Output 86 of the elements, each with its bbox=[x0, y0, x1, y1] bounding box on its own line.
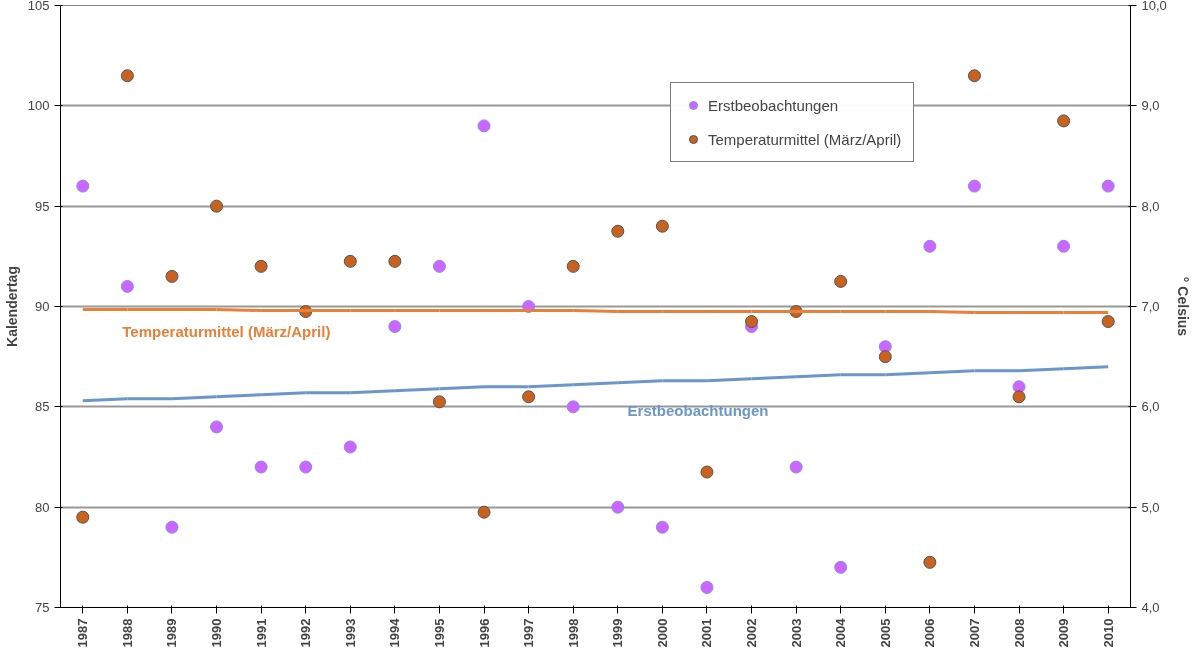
x-tick-label: 2005 bbox=[877, 618, 893, 648]
annotation: Erstbeobachtungen bbox=[627, 401, 769, 419]
x-tick-label: 2007 bbox=[966, 618, 982, 648]
point bbox=[923, 239, 937, 253]
x-tick-label: 1997 bbox=[521, 618, 537, 648]
x-tick-label: 1995 bbox=[431, 618, 447, 648]
point bbox=[700, 580, 714, 594]
x-tick-label: 1994 bbox=[387, 617, 403, 648]
point bbox=[76, 179, 90, 193]
x-tick-label: 1996 bbox=[476, 618, 492, 648]
point bbox=[878, 350, 892, 364]
y-tick-label: 95 bbox=[35, 198, 50, 214]
y2-tick-label: 6,0 bbox=[1141, 399, 1160, 415]
point bbox=[1101, 179, 1115, 193]
x-tick-label: 1987 bbox=[75, 618, 91, 648]
point bbox=[745, 315, 759, 329]
point bbox=[343, 254, 357, 268]
x-tick-label: 2009 bbox=[1056, 618, 1072, 648]
legend-label: Erstbeobachtungen bbox=[708, 96, 839, 114]
point bbox=[120, 69, 134, 83]
x-tick-label: 2008 bbox=[1011, 618, 1027, 648]
y-axis-title: Kalendertag bbox=[3, 266, 20, 347]
point bbox=[299, 460, 313, 474]
point bbox=[477, 119, 491, 133]
x-tick-label: 1993 bbox=[342, 618, 358, 648]
y-tick-label: 80 bbox=[35, 499, 50, 515]
x-tick-label: 1989 bbox=[164, 618, 180, 648]
point bbox=[254, 460, 268, 474]
x-tick-label: 2003 bbox=[788, 618, 804, 648]
point bbox=[432, 259, 446, 273]
point bbox=[967, 69, 981, 83]
point bbox=[1101, 315, 1115, 329]
x-tick-label: 2001 bbox=[699, 618, 715, 648]
point bbox=[210, 199, 224, 213]
point bbox=[655, 219, 669, 233]
point bbox=[388, 254, 402, 268]
y-tick-label: 105 bbox=[27, 0, 50, 13]
x-tick-label: 1999 bbox=[610, 618, 626, 648]
x-tick-label: 2010 bbox=[1100, 618, 1116, 648]
point bbox=[165, 269, 179, 283]
y2-tick-label: 10,0 bbox=[1141, 0, 1167, 13]
point bbox=[120, 279, 134, 293]
y-tick-label: 85 bbox=[35, 399, 50, 415]
point bbox=[477, 505, 491, 519]
y-tick-label: 75 bbox=[35, 600, 50, 615]
point bbox=[967, 179, 981, 193]
point bbox=[700, 465, 714, 479]
point bbox=[834, 560, 848, 574]
point bbox=[432, 395, 446, 409]
point bbox=[343, 440, 357, 454]
point bbox=[522, 390, 536, 404]
y2-tick-label: 8,0 bbox=[1141, 198, 1160, 214]
point bbox=[611, 224, 625, 238]
y2-tick-label: 5,0 bbox=[1141, 499, 1160, 515]
point bbox=[789, 460, 803, 474]
point bbox=[611, 500, 625, 514]
y-tick-label: 90 bbox=[35, 299, 50, 314]
point bbox=[566, 259, 580, 273]
point bbox=[165, 520, 179, 534]
point bbox=[655, 520, 669, 534]
annotation: Temperaturmittel (März/April) bbox=[122, 323, 331, 341]
y-tick-label: 100 bbox=[27, 98, 50, 114]
point bbox=[254, 259, 268, 273]
legend-label: Temperaturmittel (März/April) bbox=[708, 130, 902, 148]
y2-tick-label: 7,0 bbox=[1141, 299, 1160, 314]
point bbox=[566, 400, 580, 414]
point bbox=[1012, 390, 1026, 404]
point bbox=[1057, 239, 1071, 253]
point bbox=[388, 320, 402, 334]
x-tick-label: 2000 bbox=[654, 618, 670, 648]
x-tick-label: 1992 bbox=[298, 618, 314, 648]
x-tick-label: 1988 bbox=[119, 618, 135, 648]
point bbox=[210, 420, 224, 434]
y2-axis-title: ° Celsius bbox=[1174, 276, 1191, 337]
point bbox=[923, 555, 937, 569]
y2-tick-label: 9,0 bbox=[1141, 98, 1160, 114]
x-tick-label: 2004 bbox=[833, 617, 849, 648]
x-tick-label: 2006 bbox=[922, 618, 938, 648]
point bbox=[1057, 114, 1071, 128]
y2-tick-label: 4,0 bbox=[1141, 600, 1160, 615]
x-tick-label: 1990 bbox=[209, 618, 225, 648]
point bbox=[834, 274, 848, 288]
point bbox=[76, 510, 90, 524]
x-tick-label: 1991 bbox=[253, 618, 269, 648]
x-tick-label: 1998 bbox=[565, 618, 581, 648]
x-tick-label: 2002 bbox=[744, 618, 760, 648]
